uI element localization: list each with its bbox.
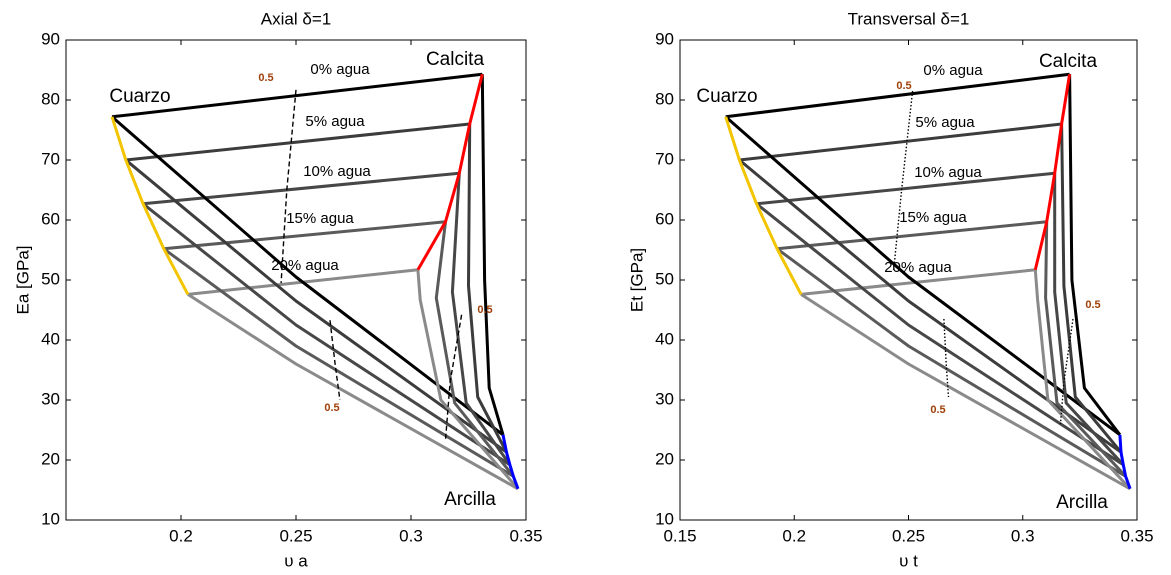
series-line [1044, 221, 1127, 478]
series-line [187, 293, 519, 491]
x-tick-label: 0.35 [1120, 526, 1153, 545]
annotation: 20% agua [884, 259, 952, 276]
annotation: 0% agua [923, 62, 983, 79]
series-line [434, 221, 515, 478]
series-line [444, 314, 463, 441]
plot-frame [679, 39, 1138, 521]
series-line [1059, 318, 1074, 425]
annotation: 5% agua [915, 114, 975, 131]
series-line [1033, 73, 1072, 271]
x-tick-label: 0.3 [1011, 526, 1035, 545]
series-line [776, 220, 1047, 251]
series-line [142, 171, 460, 206]
annotation: 15% agua [286, 210, 354, 227]
series-line [111, 115, 504, 436]
y-tick-label: 30 [655, 389, 674, 408]
annotation: 10% agua [914, 164, 982, 181]
y-tick-label: 80 [655, 89, 674, 108]
series-line [1033, 269, 1132, 490]
y-tick-label: 40 [41, 329, 60, 348]
series-line [416, 73, 484, 271]
annotation: Arcilla [444, 489, 496, 510]
y-tick-label: 80 [41, 89, 60, 108]
y-axis-label: Ea [GPa] [13, 246, 32, 315]
x-axis-label: υ a [284, 551, 308, 570]
series-line [329, 320, 341, 401]
annotation: 20% agua [271, 257, 339, 274]
x-tick-label: 0.2 [169, 526, 193, 545]
annotation: Arcilla [1056, 492, 1108, 513]
series-line [1068, 74, 1122, 436]
series-line [800, 268, 1036, 296]
annotation: 10% agua [303, 163, 371, 180]
x-tick-label: 0.35 [509, 526, 542, 545]
series-line [800, 293, 1131, 491]
series-line [1060, 123, 1123, 454]
x-tick-label: 0.25 [892, 526, 925, 545]
series-line [125, 122, 470, 162]
series-line [142, 202, 511, 467]
y-tick-label: 40 [655, 329, 674, 348]
y-tick-label: 50 [41, 269, 60, 288]
x-tick-label: 0.3 [399, 526, 423, 545]
chart-title: Transversal δ=1 [848, 9, 970, 28]
series-line [725, 72, 1070, 119]
annotation: Calcita [1039, 51, 1098, 72]
series-line [163, 220, 446, 251]
x-tick-label: 0.2 [782, 526, 806, 545]
y-tick-label: 10 [655, 509, 674, 528]
y-tick-label: 70 [41, 149, 60, 168]
annotation: 0.5 [324, 402, 339, 414]
annotation: 0.5 [1085, 299, 1100, 311]
annotation: 5% agua [305, 113, 365, 130]
y-tick-label: 60 [655, 209, 674, 228]
x-tick-label: 0.25 [279, 526, 312, 545]
series-line [501, 434, 520, 490]
y-tick-label: 50 [655, 269, 674, 288]
series-line [162, 247, 515, 478]
chart-title: Axial δ=1 [261, 9, 331, 28]
annotation: 0.5 [930, 404, 945, 416]
y-axis-label: Et [GPa] [627, 248, 646, 312]
series-line [480, 74, 505, 436]
y-tick-label: 90 [41, 29, 60, 48]
series-line [943, 318, 950, 398]
annotation: Calcita [426, 49, 485, 70]
series-line [724, 115, 1121, 437]
series-line [124, 158, 508, 454]
series-line [756, 171, 1055, 206]
series-line [739, 122, 1062, 162]
series-line [1118, 434, 1132, 490]
annotation: 0% agua [310, 61, 370, 78]
y-tick-label: 90 [655, 29, 674, 48]
series-line [110, 116, 190, 296]
series-line [724, 116, 803, 296]
series-line [450, 173, 512, 466]
y-tick-label: 30 [41, 389, 60, 408]
x-tick-label: 0.15 [663, 526, 696, 545]
y-tick-label: 20 [655, 449, 674, 468]
series-line [755, 202, 1125, 467]
annotation: Cuarzo [109, 86, 170, 107]
annotation: 0.5 [896, 80, 911, 92]
plot-frame [65, 39, 527, 521]
series-line [1053, 173, 1125, 466]
annotation: 0.5 [477, 304, 492, 316]
y-tick-label: 20 [41, 449, 60, 468]
series-line [776, 247, 1127, 478]
series-line [467, 123, 508, 453]
annotation: 0.5 [258, 72, 273, 84]
y-tick-label: 60 [41, 209, 60, 228]
series-line [111, 72, 483, 119]
y-tick-label: 70 [655, 149, 674, 168]
x-axis-label: υ t [899, 551, 918, 570]
annotation: 15% agua [899, 209, 967, 226]
y-tick-label: 10 [41, 509, 60, 528]
series-line [280, 89, 297, 284]
series-line [416, 269, 520, 490]
annotation: Cuarzo [696, 86, 757, 107]
